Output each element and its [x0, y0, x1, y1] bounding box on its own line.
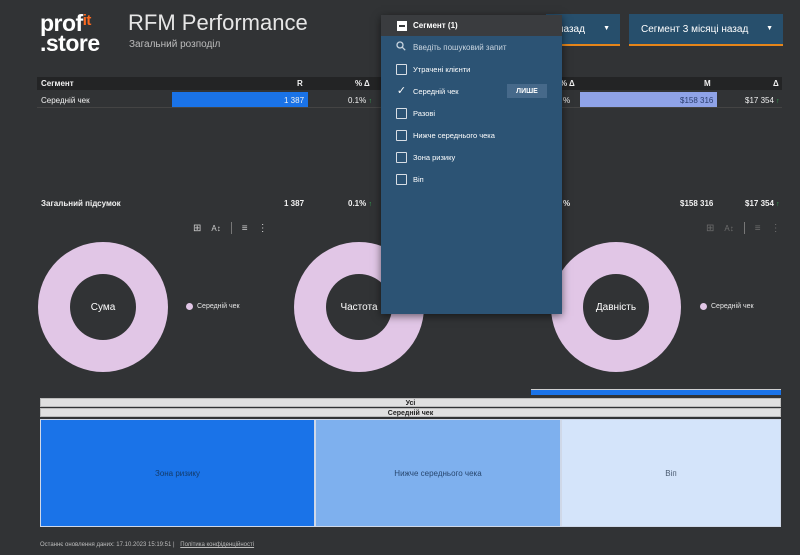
r-value-bar [172, 92, 308, 107]
col-f-delta[interactable]: % Δ [560, 79, 575, 88]
dropdown-option[interactable]: Зона ризику [381, 146, 562, 168]
more-vert-icon[interactable]: ⋮ [770, 222, 781, 234]
page-title: RFM Performance [128, 10, 308, 35]
checkbox[interactable] [396, 151, 407, 163]
search-input[interactable]: Введіть пошуковий запит [413, 42, 507, 52]
table-row: Середній чек 1 387 0.1% ↑ % $158 316 $17… [37, 92, 782, 108]
dropdown-search[interactable]: Введіть пошуковий запит [381, 36, 562, 58]
donut-chart-sum[interactable]: Сума [38, 242, 168, 372]
filter-icon[interactable]: ≡ [241, 222, 248, 234]
insights-icon[interactable]: ⊞ [706, 222, 715, 234]
search-icon [396, 41, 406, 53]
treemap-cell[interactable]: Нижче середнього чека [315, 419, 561, 527]
minus-checkbox-icon[interactable] [397, 20, 407, 31]
col-r[interactable]: R [297, 79, 303, 88]
more-vert-icon[interactable]: ⋮ [257, 222, 268, 234]
dropdown-option[interactable]: Разові [381, 102, 562, 124]
chart-toolbar: ⊞ A↕ ≡ ⋮ [193, 221, 268, 235]
insights-icon[interactable]: ⊞ [193, 222, 202, 234]
filter-icon[interactable]: ≡ [754, 222, 761, 234]
treemap-root-header[interactable]: Усі [40, 398, 781, 407]
dropdown-option[interactable]: Утрачені клієнти [381, 58, 562, 80]
page-subtitle: Загальний розподіл [129, 39, 221, 50]
checkbox[interactable] [396, 63, 407, 75]
segment-period-filter[interactable]: Сегмент 3 місяці назад ▼ [629, 14, 783, 46]
check-icon[interactable]: ✓ [396, 84, 407, 97]
table-total-row: Загальний підсумок 1 387 0.1% ↑ % $158 3… [41, 199, 780, 208]
sort-az-icon[interactable]: A↕ [724, 223, 734, 233]
caret-down-icon: ▼ [603, 25, 610, 32]
treemap-cell[interactable]: Віп [561, 419, 781, 527]
col-segment[interactable]: Сегмент [41, 79, 74, 88]
treemap-group-header[interactable]: Середній чек [40, 408, 781, 417]
col-m[interactable]: M [704, 79, 711, 88]
caret-down-icon: ▼ [766, 25, 773, 32]
m-value-bar [580, 92, 717, 107]
col-m-delta[interactable]: Δ [773, 79, 779, 88]
dropdown-option[interactable]: ✓ Середній чек ЛИШЕ [381, 80, 562, 102]
checkbox[interactable] [396, 107, 407, 119]
col-r-delta[interactable]: % Δ [355, 79, 370, 88]
checkbox[interactable] [396, 173, 407, 185]
treemap-cell[interactable]: Зона ризику [40, 419, 315, 527]
donut-chart-recency[interactable]: Давність [551, 242, 681, 372]
checkbox[interactable] [396, 129, 407, 141]
scroll-indicator [531, 389, 781, 395]
only-button[interactable]: ЛИШЕ [507, 84, 547, 98]
footer: Останнє оновлення даних: 17.10.2023 15:1… [40, 542, 255, 548]
legend-item[interactable]: Середній чек [186, 303, 240, 310]
chart-toolbar-dim: ⊞ A↕ ≡ ⋮ [706, 221, 781, 235]
dropdown-header[interactable]: Сегмент (1) [381, 15, 562, 36]
legend-item[interactable]: Середній чек [700, 303, 754, 310]
privacy-link[interactable]: Політика конфіденційності [180, 542, 255, 548]
segment-dropdown: Сегмент (1) Введіть пошуковий запит Утра… [381, 15, 562, 314]
logo: profit .store [40, 10, 100, 56]
dropdown-option[interactable]: Віп [381, 168, 562, 190]
sort-az-icon[interactable]: A↕ [211, 223, 221, 233]
dropdown-option[interactable]: Нижче середнього чека [381, 124, 562, 146]
